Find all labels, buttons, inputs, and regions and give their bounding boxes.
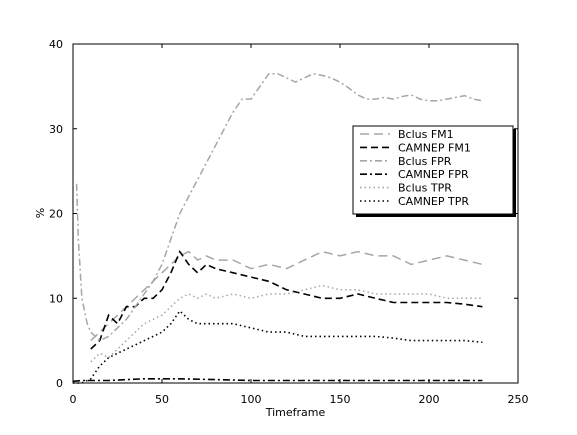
legend-label-camnep-fm1: CAMNEP FM1 <box>398 141 471 154</box>
x-axis-label: Timeframe <box>265 406 326 419</box>
y-tick-label: 10 <box>49 292 63 305</box>
y-tick-label: 40 <box>49 38 63 51</box>
x-tick-label: 100 <box>241 393 262 406</box>
series-line-camnep-fm1 <box>90 249 483 350</box>
x-tick-label: 250 <box>508 393 529 406</box>
x-tick-label: 200 <box>419 393 440 406</box>
series-line-bclus-fm1 <box>90 250 483 342</box>
y-axis-label: % <box>34 208 47 218</box>
legend-label-bclus-fm1: Bclus FM1 <box>398 128 454 141</box>
y-tick-label: 30 <box>49 123 63 136</box>
x-axis-ticks: 0 50 100 150 200 250 <box>70 44 529 406</box>
series-line-bclus-fpr <box>75 72 483 342</box>
x-tick-label: 50 <box>155 393 169 406</box>
y-tick-label: 0 <box>56 377 63 390</box>
legend-label-bclus-tpr: Bclus TPR <box>398 182 452 195</box>
x-tick-label: 0 <box>70 393 77 406</box>
legend-label-bclus-fpr: Bclus FPR <box>398 155 452 168</box>
y-tick-label: 20 <box>49 208 63 221</box>
y-axis-ticks: 0 10 20 30 40 <box>49 38 518 390</box>
series-line-camnep-fpr <box>72 377 483 383</box>
legend-label-camnep-tpr: CAMNEP TPR <box>398 195 469 208</box>
legend-label-camnep-fpr: CAMNEP FPR <box>398 168 469 181</box>
legend-box <box>352 125 514 215</box>
series-lines <box>72 72 483 384</box>
x-tick-label: 150 <box>330 393 351 406</box>
